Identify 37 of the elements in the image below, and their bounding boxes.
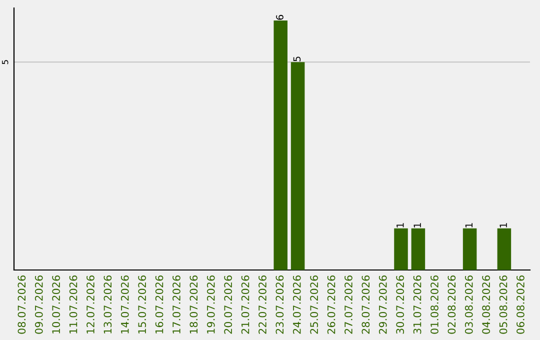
x-tick-label: 28.07.2026 — [362, 276, 370, 334]
data-label: 1 — [396, 223, 404, 228]
x-tick-label: 27.07.2026 — [344, 276, 352, 334]
x-tick-label: 02.08.2026 — [448, 276, 456, 334]
x-tick-label: 26.07.2026 — [327, 276, 336, 334]
x-tick-label: 10.07.2026 — [52, 276, 60, 334]
ref-line-label: 5 — [2, 60, 8, 64]
x-tick-label: 29.07.2026 — [378, 276, 387, 334]
x-tick-label: 06.08.2026 — [516, 276, 524, 334]
x-tick-label: 04.08.2026 — [482, 276, 490, 334]
x-tick-label: 01.08.2026 — [430, 276, 438, 334]
x-tick-label: 31.07.2026 — [413, 276, 422, 334]
x-tick-label: 21.07.2026 — [241, 276, 250, 334]
x-tick-label: 12.07.2026 — [86, 276, 94, 334]
data-label: 6 — [276, 14, 284, 20]
x-tick-label: 19.07.2026 — [206, 276, 215, 334]
x-tick-label: 16.07.2026 — [155, 276, 164, 334]
x-tick-label: 13.07.2026 — [104, 276, 112, 334]
data-label: 5 — [293, 56, 301, 62]
x-tick-label: 03.08.2026 — [464, 276, 473, 334]
data-label: 1 — [500, 223, 507, 228]
x-tick-label: 25.07.2026 — [310, 276, 318, 334]
x-tick-label: 09.07.2026 — [34, 276, 43, 334]
x-tick-label: 24.07.2026 — [292, 276, 301, 334]
x-tick-label: 22.07.2026 — [258, 276, 266, 334]
x-tick-label: 15.07.2026 — [138, 276, 146, 334]
x-tick-label: 20.07.2026 — [224, 276, 232, 334]
x-tick-label: 23.07.2026 — [276, 276, 284, 334]
x-tick-label: 30.07.2026 — [396, 276, 404, 334]
x-tick-label: 08.07.2026 — [18, 276, 26, 334]
x-tick-label: 11.07.2026 — [69, 276, 78, 334]
x-tick-label: 18.07.2026 — [190, 276, 198, 334]
data-label: 1 — [414, 223, 421, 228]
x-tick-label: 17.07.2026 — [172, 276, 180, 334]
x-tick-label: 14.07.2026 — [120, 276, 129, 334]
x-tick-label: 05.08.2026 — [499, 276, 508, 334]
data-label: 1 — [465, 223, 472, 228]
